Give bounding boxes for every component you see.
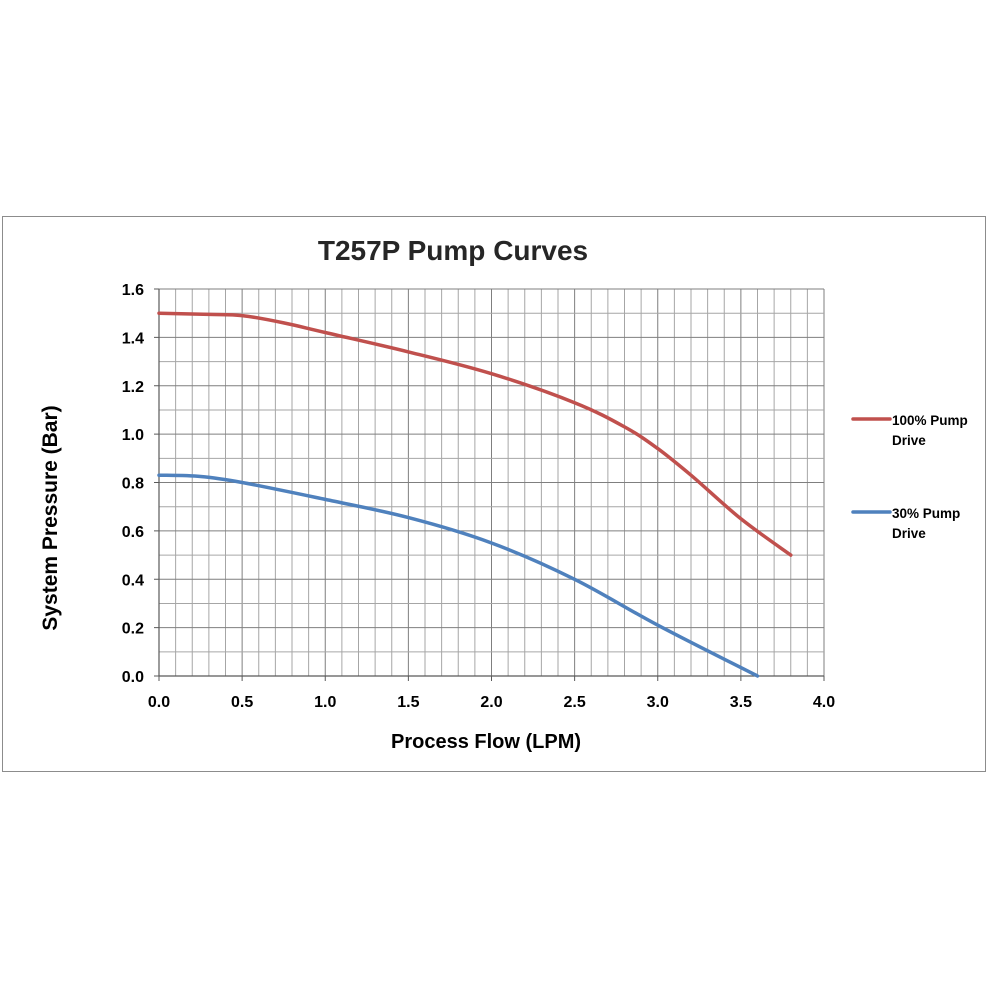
legend-label-1: Drive	[892, 433, 926, 448]
legend-label-1: 100% Pump	[892, 413, 968, 428]
x-tick-label: 0.5	[231, 694, 253, 711]
y-tick-label: 0.6	[122, 524, 144, 541]
y-tick-label: 1.0	[122, 427, 144, 444]
legend: 100% Pump Drive 30% Pump Drive	[851, 413, 968, 541]
x-tick-label: 2.5	[564, 694, 586, 711]
grid	[158, 288, 825, 677]
x-tick-label: 1.5	[397, 694, 419, 711]
y-tick-label: 0.4	[122, 572, 144, 589]
y-tick-label: 1.6	[122, 282, 144, 299]
pump-curves-chart: T257P Pump Curves 0.0 0.5 1.0 1.5 2.0 2.5 3.0 3…	[2, 216, 986, 772]
y-axis-label: System Pressure (Bar)	[39, 405, 62, 630]
series-line-1	[157, 311, 793, 557]
legend-label-2: 30% Pump	[892, 506, 960, 521]
x-axis-label: Process Flow (LPM)	[391, 731, 581, 753]
chart-border	[2, 216, 986, 772]
x-tick-label: 0.0	[148, 694, 170, 711]
series-lines	[157, 311, 793, 678]
chart-title: T257P Pump Curves	[318, 235, 588, 266]
y-tick-label: 1.2	[122, 379, 144, 396]
chart-frame: T257P Pump Curves 0.0 0.5 1.0 1.5 2.0 2.5 3.0 3…	[2, 216, 986, 772]
y-tick-label: 1.4	[122, 330, 144, 347]
y-tick-label: 0.2	[122, 621, 144, 638]
series-line-2	[157, 473, 760, 678]
x-tick-label: 1.0	[314, 694, 336, 711]
x-tick-label: 4.0	[813, 694, 835, 711]
x-tick-label: 3.5	[730, 694, 752, 711]
legend-label-2: Drive	[892, 526, 926, 541]
y-tick-label: 0.8	[122, 476, 144, 493]
x-tick-label: 3.0	[647, 694, 669, 711]
x-tick-label: 2.0	[480, 694, 502, 711]
y-tick-label: 0.0	[122, 669, 144, 686]
axes: 0.0 0.5 1.0 1.5 2.0 2.5 3.0 3.5 4.0 0.0 0.2 0.4 0.6 0…	[122, 282, 835, 711]
